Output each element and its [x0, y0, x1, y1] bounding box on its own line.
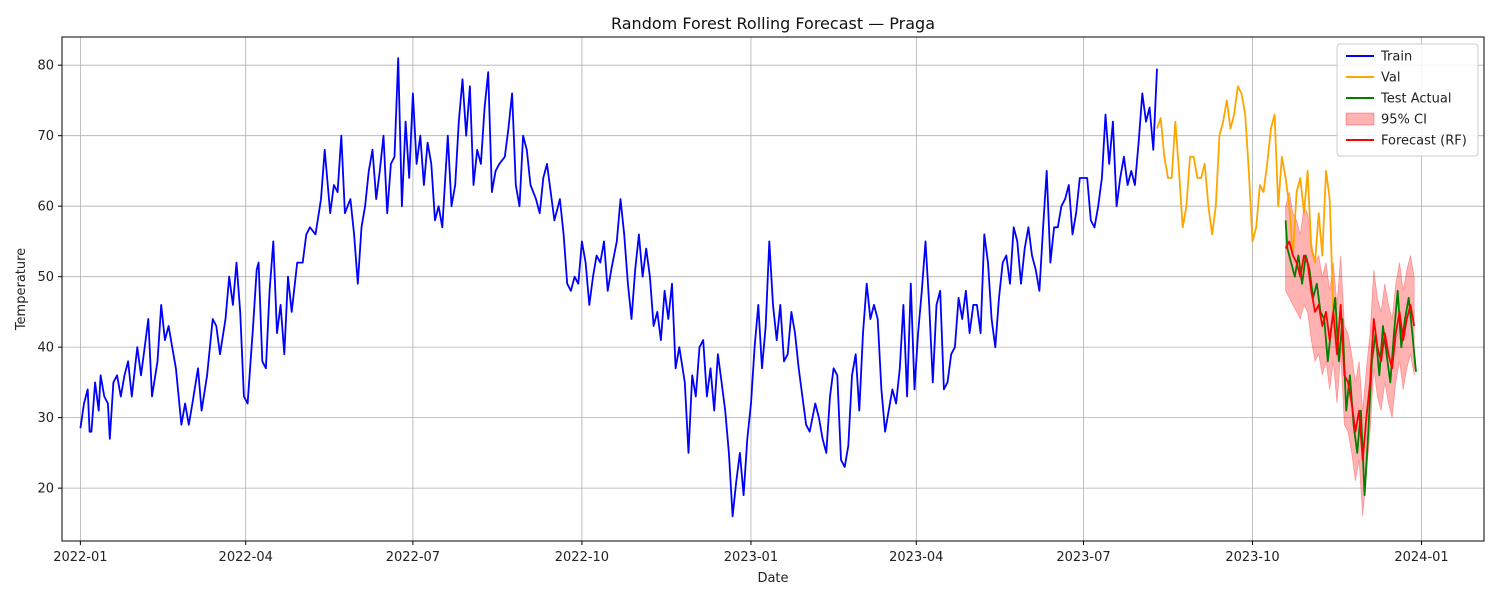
- legend-swatch-95-ci: [1345, 112, 1375, 126]
- y-axis-label: Temperature: [14, 248, 29, 331]
- series-95-ci-band: [1285, 191, 1415, 517]
- series-forecast-rf-line: [1284, 240, 1416, 461]
- x-tick-label: 2022-10: [555, 550, 609, 565]
- y-tick-label: 80: [37, 59, 54, 74]
- x-axis-label: Date: [757, 571, 788, 586]
- y-tick-label: 50: [37, 270, 54, 285]
- legend: Train Val Test Actual 95% CI Forecast (RF): [1336, 43, 1479, 157]
- y-tick-label: 20: [37, 482, 54, 497]
- y-tick-label: 30: [37, 411, 54, 426]
- y-axis: 20 30 40 50 60 70 80: [37, 59, 62, 497]
- series-val-line: [1156, 85, 1344, 355]
- x-axis: 2022-01 2022-04 2022-07 2022-10 2023-01 2023-…: [53, 541, 1449, 565]
- x-tick-label: 2024-01: [1394, 550, 1448, 565]
- ci-band-layer: [1285, 191, 1415, 517]
- series-test-actual-line: [1284, 220, 1417, 497]
- chart-title: Random Forest Rolling Forecast — Praga: [611, 14, 935, 33]
- series-train-line: [79, 57, 1158, 518]
- x-tick-label: 2022-01: [53, 550, 107, 565]
- y-tick-label: 70: [37, 129, 54, 144]
- legend-label-train: Train: [1380, 50, 1412, 65]
- y-tick-label: 40: [37, 341, 54, 356]
- legend-label-forecast-rf: Forecast (RF): [1381, 134, 1467, 149]
- x-tick-label: 2022-04: [219, 550, 273, 565]
- x-tick-label: 2023-07: [1056, 550, 1110, 565]
- x-tick-label: 2023-10: [1225, 550, 1279, 565]
- legend-label-95-ci: 95% CI: [1381, 113, 1427, 128]
- legend-label-val: Val: [1381, 71, 1400, 86]
- legend-label-test-actual: Test Actual: [1380, 92, 1451, 107]
- legend-box: [1336, 43, 1479, 157]
- x-tick-label: 2022-07: [386, 550, 440, 565]
- series-layer: [79, 57, 1417, 518]
- x-tick-label: 2023-01: [724, 550, 778, 565]
- grid: [62, 37, 1484, 541]
- plot-frame: [61, 36, 1485, 542]
- x-tick-label: 2023-04: [889, 550, 943, 565]
- y-tick-label: 60: [37, 200, 54, 215]
